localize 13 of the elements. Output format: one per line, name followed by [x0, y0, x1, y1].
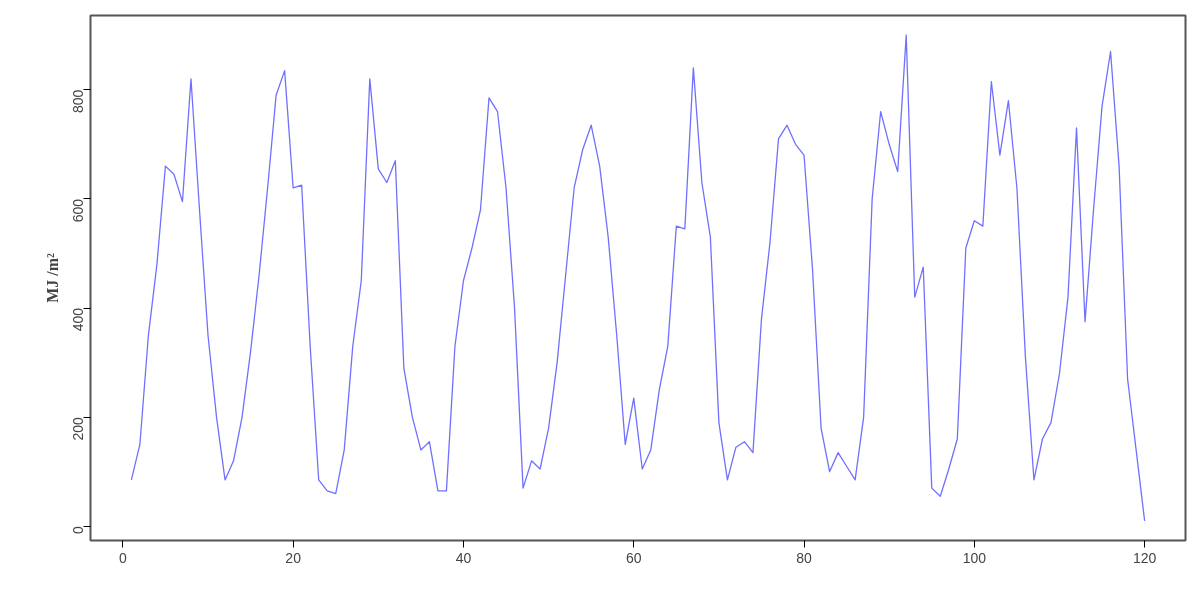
y-axis-title: MJ /m² — [43, 252, 61, 303]
y-tick-label: 800 — [70, 89, 87, 114]
y-tick-label: 400 — [70, 307, 87, 332]
y-tick-label: 600 — [70, 198, 87, 223]
y-tick-label: 200 — [70, 416, 87, 441]
x-tick-label: 120 — [1132, 549, 1157, 566]
x-tick-label: 80 — [796, 549, 813, 566]
x-tick-label: 60 — [625, 549, 642, 566]
x-tick-label: 100 — [962, 549, 987, 566]
x-tick-label: 0 — [118, 549, 127, 566]
x-tick-label: 20 — [285, 549, 302, 566]
x-tick-label: 40 — [455, 549, 472, 566]
y-tick-label: 0 — [70, 526, 87, 535]
